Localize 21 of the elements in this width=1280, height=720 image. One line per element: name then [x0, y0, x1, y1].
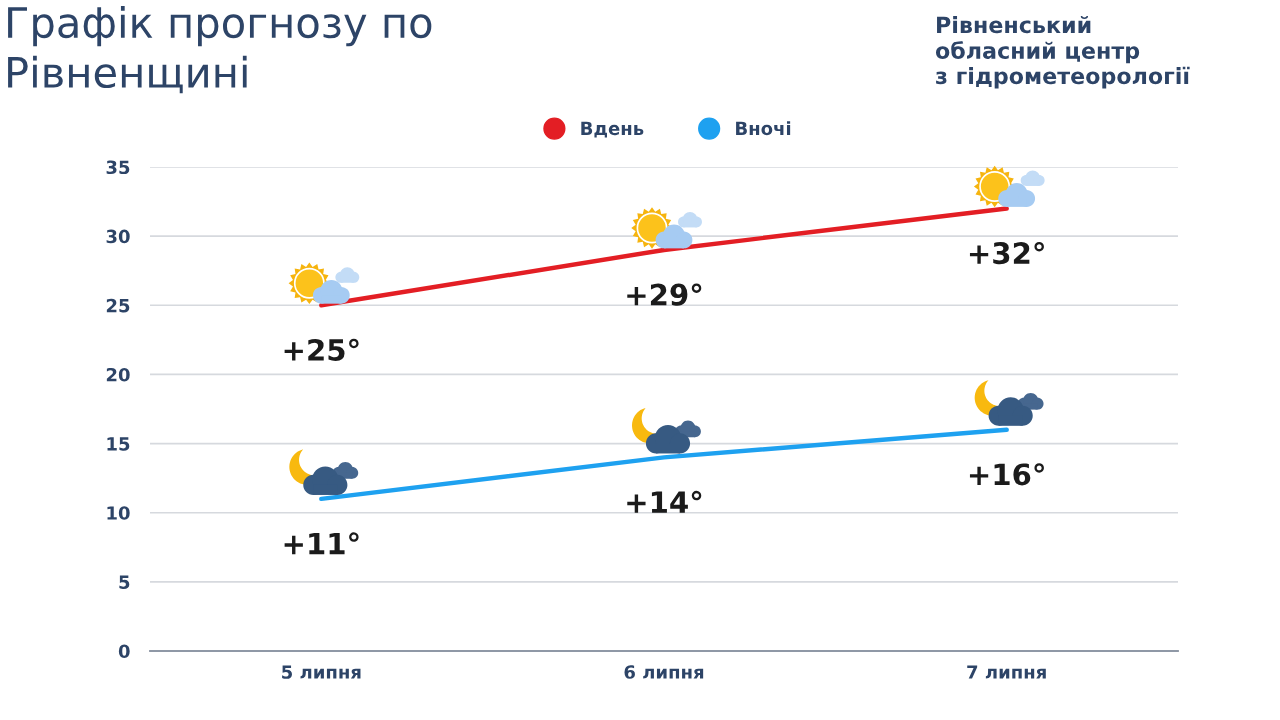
y-tick-label: 0: [118, 644, 130, 659]
y-tick-label: 15: [107, 437, 130, 451]
y-tick-label: 20: [106, 367, 130, 382]
y-tick-label: 35: [106, 160, 130, 175]
y-tick-label: 5: [119, 575, 130, 589]
y-tick-label: 30: [106, 229, 130, 244]
data-label: +25°: [284, 338, 359, 361]
x-tick-label: 6 липня: [624, 665, 704, 679]
data-label: +16°: [969, 463, 1044, 486]
x-tick-label: 7 липня: [967, 665, 1046, 679]
chart-title: Графік прогнозу по Рівненщині: [8, 6, 432, 94]
y-tick-label: 10: [107, 506, 130, 520]
data-label: +11°: [284, 532, 359, 555]
x-tick-label: 5 липня: [282, 665, 361, 679]
y-tick-label: 25: [106, 298, 130, 313]
data-label: +14°: [627, 490, 702, 513]
data-label: +29°: [627, 283, 702, 306]
legend-label: Вдень: [581, 121, 644, 138]
data-label: +32°: [969, 241, 1044, 265]
legend-label: Вночі: [736, 121, 791, 136]
text: Рівненський обласний центр з гідрометеорології: [935, 15, 1190, 89]
